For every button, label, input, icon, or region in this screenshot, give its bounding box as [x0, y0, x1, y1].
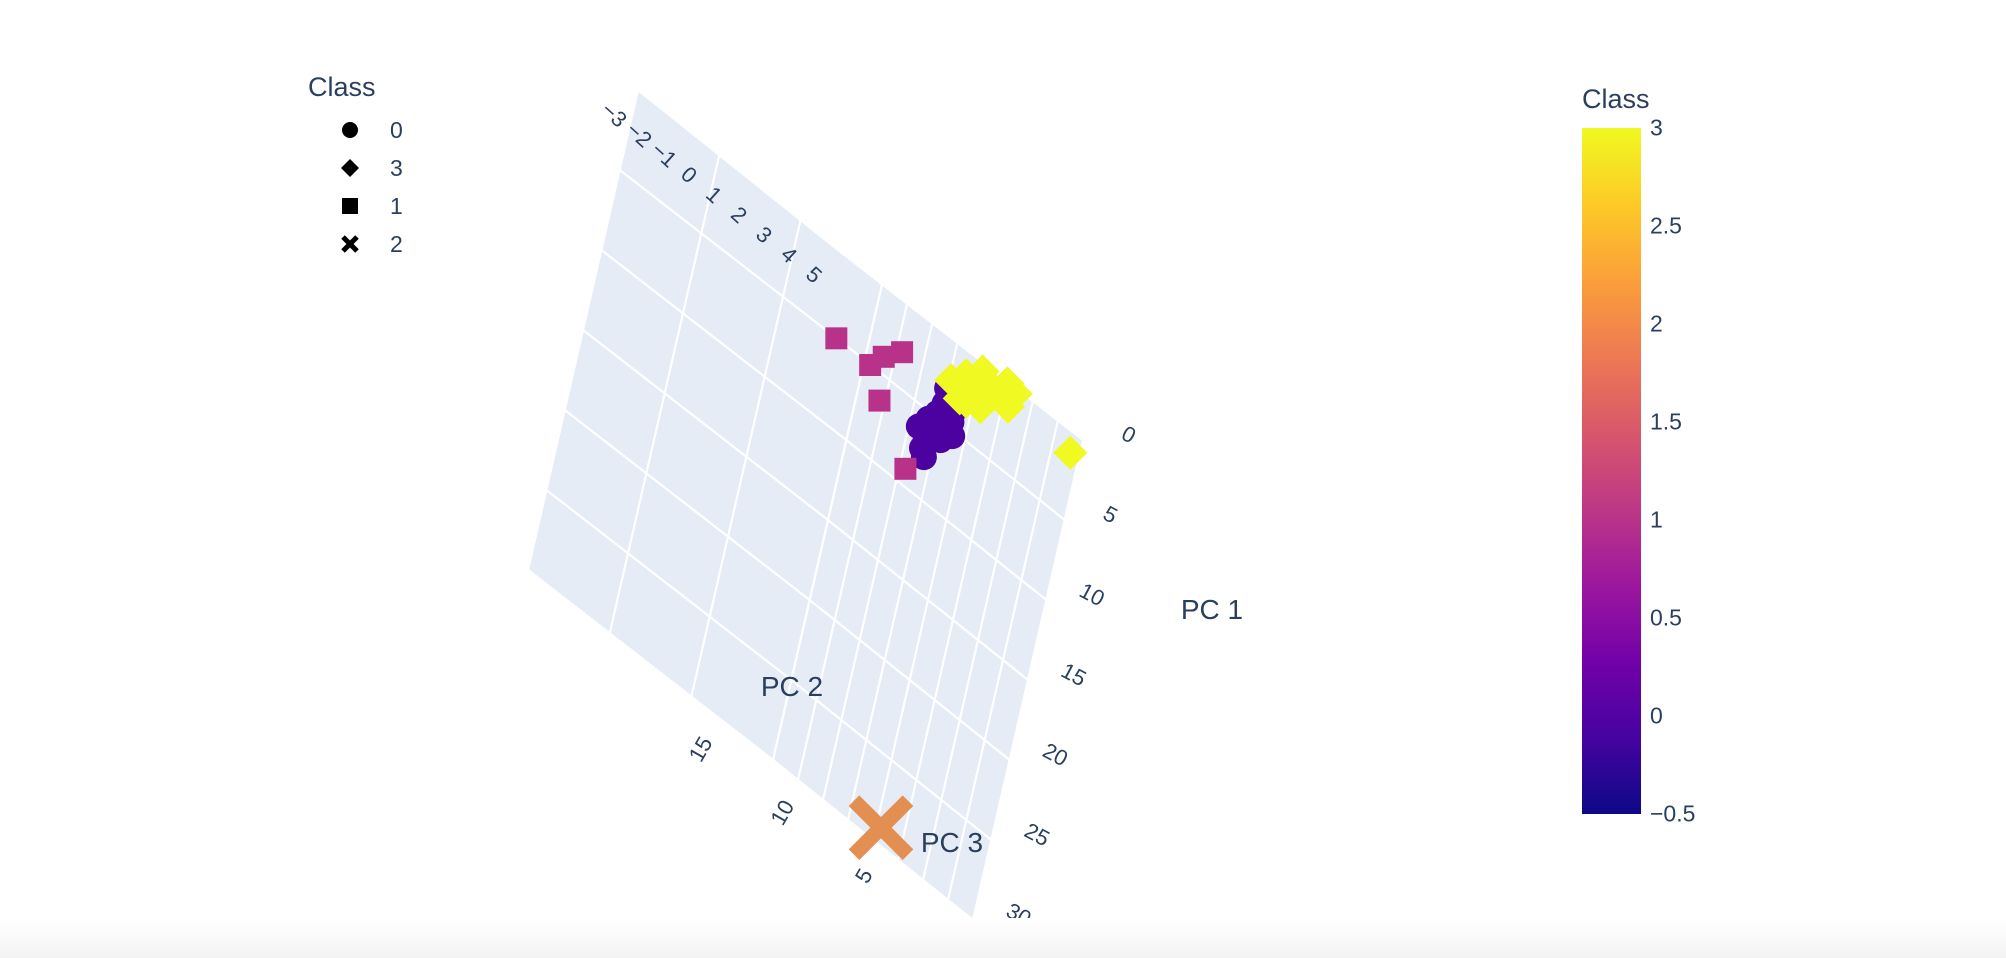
grid-line-pc2 [871, 359, 985, 841]
data-point-class-1[interactable] [891, 341, 914, 364]
legend-label: 1 [390, 192, 403, 219]
grid-line-pc3 [526, 89, 640, 571]
tick-label: 25 [1020, 818, 1053, 852]
grid-line-pc3 [608, 153, 721, 634]
legend-label: 0 [390, 116, 403, 143]
colorbar-tick-label: 2 [1650, 310, 1663, 337]
grid-line-pc2 [796, 299, 910, 781]
legend-item-class-0[interactable]: 0 [308, 111, 403, 149]
colorbar-tick-label: 2.5 [1650, 212, 1682, 239]
diamond-marker-icon [341, 159, 359, 177]
grid-line-pc3 [718, 152, 921, 315]
legend: Class 0 3 1 2 [308, 72, 403, 263]
axis-title-pc2: PC 2 [761, 671, 823, 702]
page-bottom-bar [0, 918, 2006, 958]
data-point-class-1[interactable] [859, 354, 882, 376]
axis-titles: PC 1 PC 2 PC 3 [761, 594, 1243, 858]
colorbar-tick-label: 0.5 [1650, 604, 1682, 631]
data-point-class-3[interactable] [991, 389, 1025, 424]
grid-line-pc1 [527, 569, 774, 761]
grid-line-pc2 [896, 379, 1010, 861]
data-point-class-0[interactable] [912, 426, 939, 453]
colorbar-tick-label: 1.5 [1650, 408, 1682, 435]
colorbar-tick-label: −0.5 [1650, 800, 1696, 827]
tick-label: 15 [684, 732, 718, 766]
tick-label: 5 [850, 864, 878, 887]
colorbar-tick-label: 3 [1650, 114, 1663, 141]
data-point-class-1[interactable] [868, 389, 891, 412]
data-points[interactable] [825, 327, 1088, 860]
legend-label: 2 [390, 230, 403, 257]
axis-title-pc1: PC 1 [1181, 594, 1243, 625]
tick-label: 20 [1039, 738, 1072, 772]
data-point-class-3[interactable] [942, 381, 977, 416]
legend-label: 3 [390, 154, 403, 181]
axis-title-pc3: PC 3 [921, 827, 983, 858]
grid-line-pc1 [600, 249, 848, 441]
x-marker-icon [341, 235, 359, 253]
colorbar-tick-label: 0 [1650, 702, 1663, 729]
tick-label: −3 [596, 97, 631, 132]
data-point-class-1[interactable] [825, 327, 848, 350]
tick-label: 15 [1057, 658, 1090, 692]
tick-label: 5 [1099, 501, 1122, 529]
tick-label: 10 [1075, 578, 1108, 612]
tick-label: 0 [1118, 421, 1141, 449]
grid-line-pc3 [800, 215, 1003, 378]
legend-item-class-1[interactable]: 1 [308, 187, 403, 225]
data-point-class-2[interactable] [848, 795, 914, 860]
legend-title: Class [308, 72, 376, 102]
colorbar-title: Class [1582, 84, 1650, 114]
legend-item-class-3[interactable]: 3 [308, 149, 403, 187]
tick-label: 10 [765, 796, 799, 830]
grid-line-pc1 [563, 409, 811, 601]
square-marker-icon [342, 198, 358, 214]
grid-line-pc1 [545, 489, 793, 681]
grid-line-pc2 [921, 399, 1035, 881]
grid-line-pc2 [821, 319, 935, 801]
grid-line-pc3 [637, 89, 839, 251]
grid-line-pc1 [582, 329, 829, 521]
legend-item-class-2[interactable]: 2 [308, 225, 403, 263]
axis-planes [528, 90, 1083, 920]
grid-line-pc1 [618, 169, 866, 361]
data-point-class-1[interactable] [894, 457, 917, 480]
grid-line-pc2 [971, 439, 1085, 921]
grid-line-pc3 [690, 216, 803, 697]
data-point-class-3[interactable] [1053, 435, 1088, 470]
grid-line-pc2 [946, 419, 1060, 901]
colorbar [1582, 128, 1641, 814]
colorbar-tick-label: 1 [1650, 506, 1663, 533]
circle-marker-icon [342, 122, 358, 138]
